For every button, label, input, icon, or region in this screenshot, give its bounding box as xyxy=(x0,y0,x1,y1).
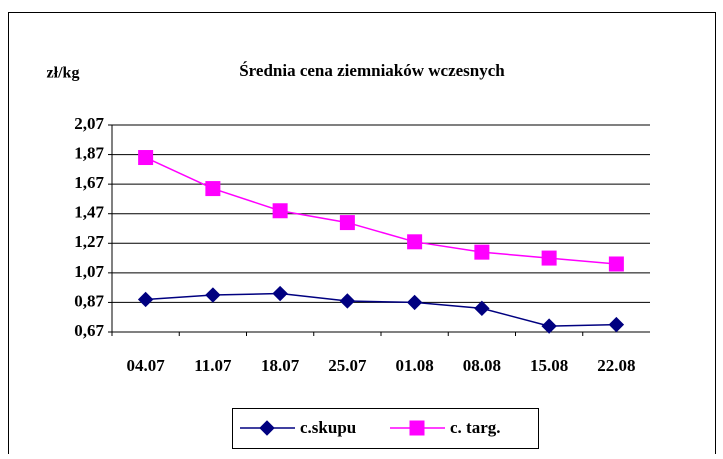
legend-marker xyxy=(409,420,425,436)
data-point xyxy=(474,300,490,317)
y-tick-label: 1,67 xyxy=(74,173,104,192)
x-tick-label: 22.08 xyxy=(597,356,635,375)
legend-label: c. targ. xyxy=(450,418,501,437)
data-point xyxy=(541,318,557,334)
x-tick-label: 25.07 xyxy=(328,356,367,375)
y-tick-label: 1,07 xyxy=(74,262,104,281)
x-tick-label: 11.07 xyxy=(194,356,232,375)
data-point xyxy=(339,215,355,231)
series-line xyxy=(145,292,617,327)
data-point xyxy=(272,285,288,302)
x-tick-label: 08.08 xyxy=(463,356,501,375)
chart-border xyxy=(8,12,716,459)
data-point xyxy=(407,234,423,250)
data-point xyxy=(272,203,288,219)
data-point xyxy=(406,294,423,311)
y-tick-label: 1,47 xyxy=(74,203,104,222)
legend-label: c.skupu xyxy=(300,418,356,437)
data-point xyxy=(137,291,154,308)
y-tick-label: 1,87 xyxy=(74,143,104,162)
data-point xyxy=(138,150,154,166)
data-point xyxy=(205,287,221,303)
data-point xyxy=(339,293,356,309)
chart-title: Średnia cena ziemniaków wczesnych xyxy=(239,61,505,80)
y-tick-label: 1,27 xyxy=(74,232,104,251)
data-point xyxy=(541,250,557,266)
legend-marker xyxy=(259,420,275,436)
x-tick-label: 18.07 xyxy=(261,356,300,375)
x-tick-label: 15.08 xyxy=(530,356,568,375)
y-tick-label: 2,07 xyxy=(74,114,104,133)
data-point xyxy=(608,316,625,333)
y-axis-label: zł/kg xyxy=(47,65,80,82)
y-tick-label: 0,87 xyxy=(74,291,104,310)
data-point xyxy=(608,256,624,272)
x-tick-label: 01.08 xyxy=(396,356,434,375)
data-point xyxy=(474,244,490,260)
data-point xyxy=(205,181,221,197)
y-tick-label: 0,67 xyxy=(74,321,104,340)
series-line xyxy=(145,156,617,265)
x-tick-label: 04.07 xyxy=(127,356,166,375)
